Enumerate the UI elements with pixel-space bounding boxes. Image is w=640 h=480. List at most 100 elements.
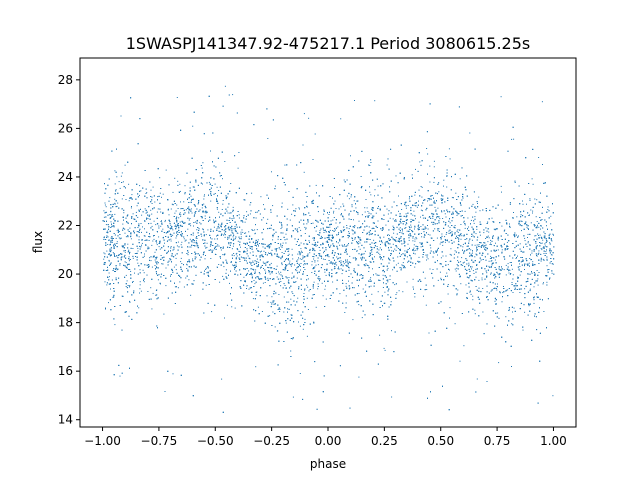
data-point xyxy=(510,262,512,263)
data-point xyxy=(440,257,442,259)
data-point xyxy=(470,293,472,295)
data-point xyxy=(110,221,112,223)
data-point xyxy=(314,133,316,135)
data-point xyxy=(474,244,476,246)
data-point xyxy=(395,245,397,247)
data-point xyxy=(103,258,105,260)
data-point xyxy=(264,243,266,245)
data-point xyxy=(532,261,534,263)
data-point xyxy=(358,246,360,248)
data-point xyxy=(118,181,120,183)
data-point xyxy=(318,270,320,272)
data-point xyxy=(389,259,391,261)
data-point xyxy=(427,233,429,235)
data-point xyxy=(128,250,129,252)
data-point xyxy=(334,200,336,202)
data-point xyxy=(226,304,228,306)
data-point xyxy=(218,224,220,226)
data-point xyxy=(104,262,106,263)
data-point xyxy=(262,217,264,219)
data-point xyxy=(311,261,313,263)
data-point xyxy=(336,264,338,266)
data-point xyxy=(404,242,405,244)
data-point xyxy=(397,248,399,249)
data-point xyxy=(423,295,424,297)
data-point xyxy=(271,171,272,173)
data-point xyxy=(371,254,373,255)
data-point xyxy=(401,232,403,234)
data-point xyxy=(233,265,234,267)
data-point xyxy=(495,242,496,244)
data-point xyxy=(192,125,194,127)
data-point xyxy=(330,262,332,264)
data-point xyxy=(514,285,516,287)
data-point xyxy=(341,244,343,246)
data-point xyxy=(499,292,501,294)
data-point xyxy=(267,261,269,263)
data-point xyxy=(295,208,297,210)
data-point xyxy=(248,231,250,233)
data-point xyxy=(169,227,171,229)
data-point xyxy=(468,240,470,242)
data-point xyxy=(262,282,264,284)
data-point xyxy=(122,223,124,225)
data-point xyxy=(387,267,389,269)
data-point xyxy=(150,222,152,224)
data-point xyxy=(126,264,128,266)
data-point xyxy=(214,193,216,194)
data-point xyxy=(306,247,307,249)
data-point xyxy=(324,271,326,273)
data-point xyxy=(398,239,400,240)
data-point xyxy=(522,203,524,205)
data-point xyxy=(202,183,203,185)
data-point xyxy=(306,206,308,208)
data-point xyxy=(359,274,361,276)
data-point xyxy=(497,239,499,241)
data-point xyxy=(414,225,416,227)
data-point xyxy=(302,144,304,146)
data-point xyxy=(501,209,503,211)
data-point xyxy=(175,257,177,259)
data-point xyxy=(403,242,405,244)
data-point xyxy=(332,219,334,221)
data-point xyxy=(271,243,272,245)
data-point xyxy=(461,257,463,259)
data-point xyxy=(297,297,299,299)
data-point xyxy=(161,263,163,265)
data-point xyxy=(213,219,214,221)
data-point xyxy=(348,228,350,230)
data-point xyxy=(176,204,178,206)
data-point xyxy=(535,216,537,218)
data-point xyxy=(119,187,121,189)
data-point xyxy=(533,264,535,266)
data-point xyxy=(301,259,303,260)
data-point xyxy=(240,238,242,240)
data-point xyxy=(462,243,464,245)
data-point xyxy=(546,259,548,261)
data-point xyxy=(410,258,412,260)
data-point xyxy=(339,222,341,224)
data-point xyxy=(180,201,181,203)
data-point xyxy=(447,264,449,266)
data-point xyxy=(345,302,347,304)
data-point xyxy=(125,236,127,238)
data-point xyxy=(369,165,371,166)
data-point xyxy=(240,231,242,233)
data-point xyxy=(410,218,412,220)
data-point xyxy=(156,242,158,244)
data-point xyxy=(306,201,307,203)
data-point xyxy=(345,261,347,263)
data-point xyxy=(374,256,375,258)
data-point xyxy=(264,282,266,283)
data-point xyxy=(530,222,532,224)
data-point xyxy=(342,203,344,205)
data-point xyxy=(254,229,256,231)
data-point xyxy=(261,311,263,312)
data-point xyxy=(247,272,248,274)
data-point xyxy=(544,235,546,237)
data-point xyxy=(217,244,219,246)
data-point xyxy=(475,233,477,235)
data-point xyxy=(369,255,371,257)
data-point xyxy=(121,198,123,200)
data-point xyxy=(217,227,219,229)
